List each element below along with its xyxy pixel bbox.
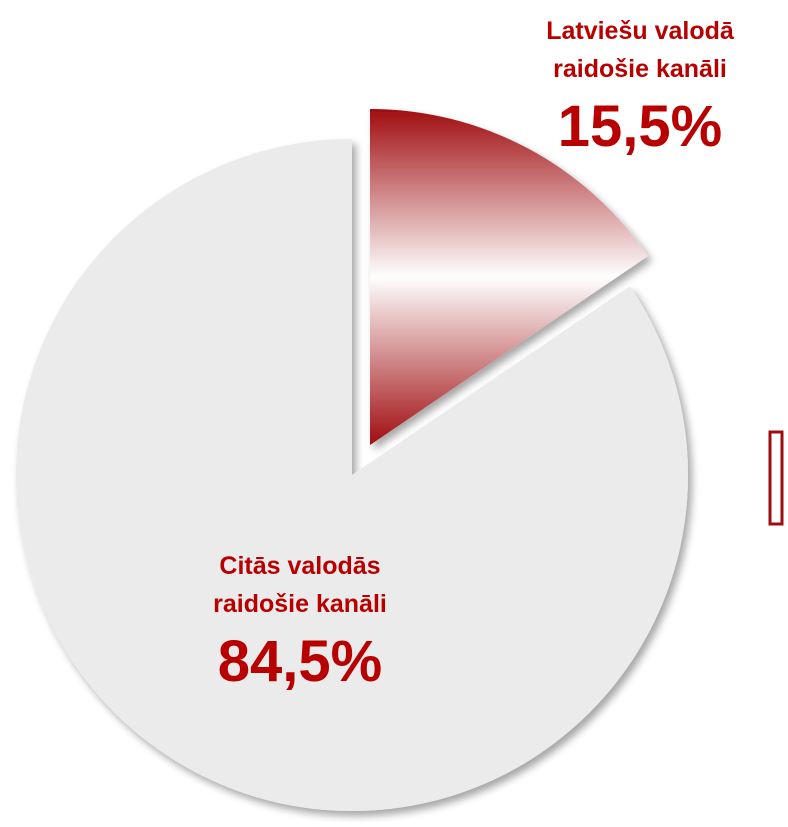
value-label: 15,5%: [558, 94, 722, 159]
slice-label: raidošie kanāli: [213, 590, 387, 618]
slice-label: raidošie kanāli: [553, 55, 727, 83]
slice-label: Citās valodās: [219, 552, 380, 580]
decor-bar: [768, 430, 784, 526]
labels: Latviešu valodā raidošie kanāli 15,5% Citās…: [213, 17, 735, 694]
pie-slice: [16, 139, 688, 812]
slice-label: Latviešu valodā: [546, 17, 735, 45]
pie-slice: [370, 109, 648, 445]
value-label: 84,5%: [218, 629, 382, 694]
pie: [16, 109, 688, 812]
